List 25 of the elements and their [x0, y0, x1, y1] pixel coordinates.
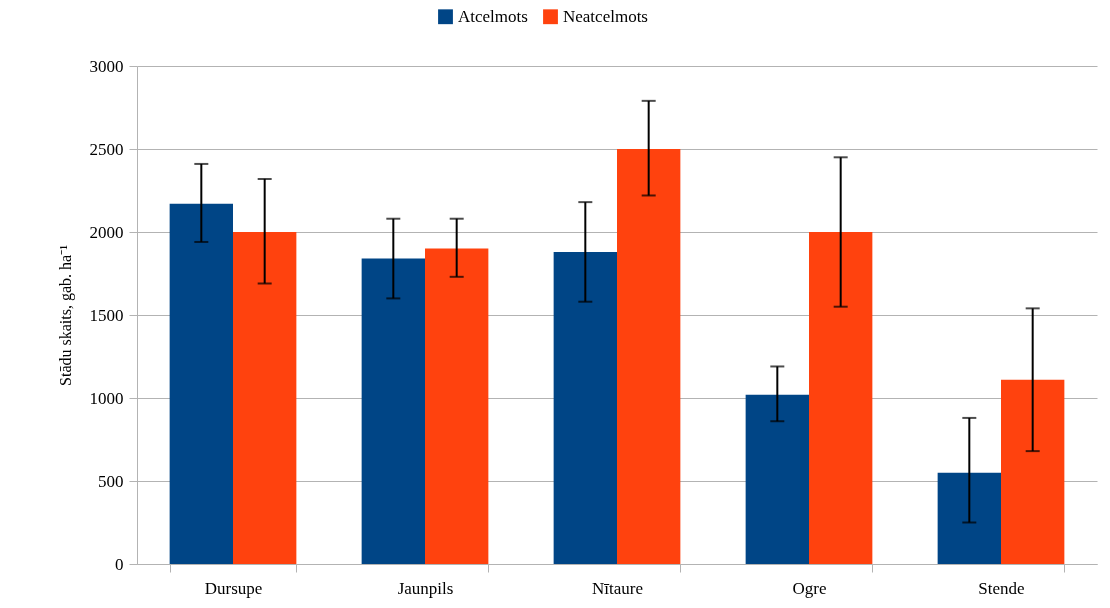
bar — [937, 472, 1001, 564]
bar — [553, 251, 617, 564]
bar — [169, 203, 233, 564]
bar — [1001, 379, 1065, 564]
y-tick-label: 1500 — [89, 305, 124, 325]
y-axis-title: Stādu skaits, gab. ha⁻¹ — [56, 244, 75, 386]
legend-label: Atcelmots — [458, 6, 528, 26]
bar — [425, 248, 489, 564]
legend-label: Neatcelmots — [563, 6, 648, 26]
x-tick-label: Jaunpils — [397, 578, 454, 598]
bar — [745, 394, 809, 564]
bar — [361, 258, 425, 564]
y-tick-label: 0 — [115, 554, 124, 574]
x-tick-label: Nītaure — [592, 578, 643, 598]
bar — [617, 149, 681, 564]
y-tick-label: 1000 — [89, 388, 124, 408]
x-tick-label: Ogre — [792, 578, 827, 598]
y-tick-label: 2500 — [89, 139, 124, 159]
x-tick-label: Stende — [978, 578, 1025, 598]
y-tick-label: 500 — [98, 471, 124, 491]
bar — [233, 232, 297, 564]
y-tick-label: 2000 — [89, 222, 124, 242]
x-tick-label: Dursupe — [204, 578, 263, 598]
y-tick-label: 3000 — [89, 56, 124, 76]
bar — [809, 232, 873, 564]
